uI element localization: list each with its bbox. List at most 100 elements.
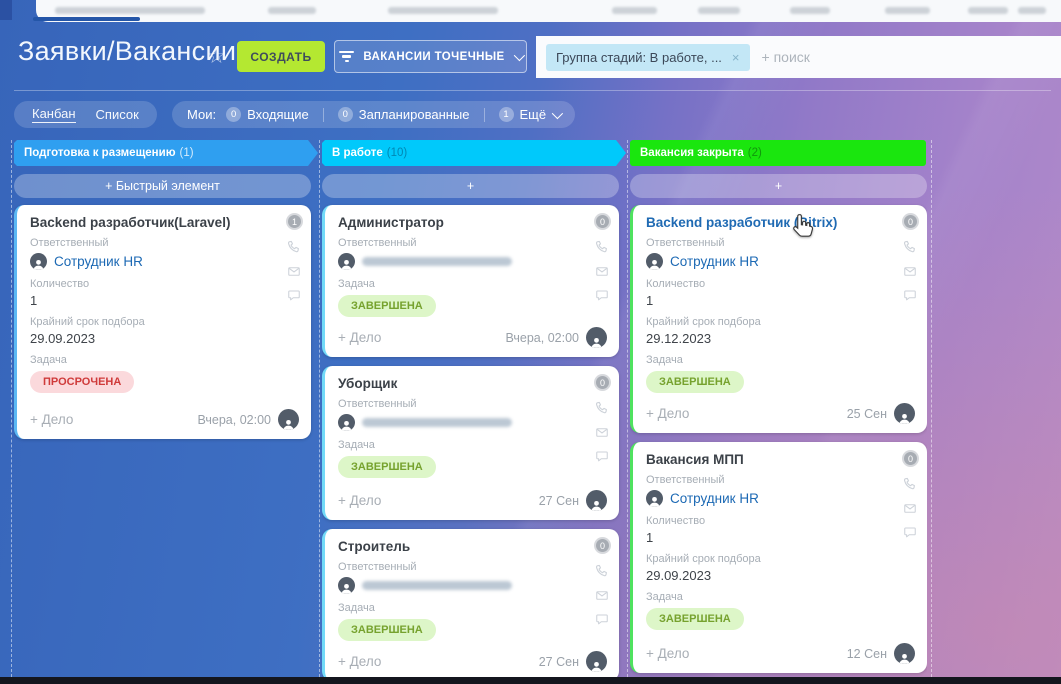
- footer-avatar[interactable]: [278, 409, 299, 430]
- card-action-icons: [594, 239, 610, 303]
- mail-icon[interactable]: [594, 588, 610, 603]
- counter-badge: 0: [337, 107, 353, 122]
- footer-right: 27 Сен: [539, 651, 607, 672]
- column-header[interactable]: Вакансия закрыта (2): [630, 140, 926, 166]
- field-label: Крайний срок подбора: [646, 316, 761, 329]
- phone-icon[interactable]: [286, 239, 302, 255]
- add-deal-link[interactable]: + Дело: [646, 646, 690, 661]
- responsible-row: Сотрудник HR: [30, 253, 299, 271]
- card[interactable]: Уборщик 0 Ответственный Задача ЗАВЕРШЕНА + Де…: [322, 366, 619, 520]
- search-filter-chip[interactable]: Группа стадий: В работе, ... ×: [546, 43, 750, 71]
- footer-right: 27 Сен: [539, 490, 607, 511]
- tab-kanban[interactable]: Канбан: [32, 106, 76, 123]
- add-deal-link[interactable]: + Дело: [646, 406, 690, 421]
- responsible-row: Сотрудник HR: [646, 253, 915, 271]
- responsible-link[interactable]: Сотрудник HR: [670, 491, 759, 507]
- top-menu-bar: [0, 0, 1061, 22]
- active-menu-underline: [33, 17, 140, 21]
- footer-avatar[interactable]: [586, 490, 607, 511]
- chat-icon[interactable]: [594, 612, 610, 627]
- column-header[interactable]: Подготовка к размещению (1): [14, 140, 318, 166]
- search-filter-chip-label: Группа стадий: В работе, ...: [556, 49, 722, 65]
- mail-icon[interactable]: [594, 264, 610, 279]
- responsible-link[interactable]: Сотрудник HR: [54, 254, 143, 270]
- quick-add-button[interactable]: +: [322, 174, 619, 198]
- card[interactable]: Вакансия МПП 0 Ответственный Сотрудник HR Ко…: [630, 442, 927, 673]
- footer-avatar[interactable]: [894, 403, 915, 424]
- footer-right: 12 Сен: [847, 643, 915, 664]
- phone-icon[interactable]: [594, 563, 610, 579]
- mail-icon[interactable]: [902, 264, 918, 279]
- avatar: [646, 490, 663, 508]
- responsible-link[interactable]: Сотрудник HR: [670, 254, 759, 270]
- footer-avatar[interactable]: [894, 643, 915, 664]
- my-counters: Мои: 0 Входящие 0 Запланированные 1 Ещё: [172, 101, 576, 128]
- activity-date: Вчера, 02:00: [505, 330, 579, 345]
- card-title[interactable]: Backend разработчик (Bitrix): [646, 215, 838, 230]
- counter-planned[interactable]: 0 Запланированные: [337, 107, 470, 122]
- add-deal-link[interactable]: + Дело: [338, 654, 382, 669]
- favorite-star-icon[interactable]: ☆: [207, 45, 226, 68]
- mail-icon[interactable]: [286, 264, 302, 279]
- card-title[interactable]: Вакансия МПП: [646, 452, 744, 467]
- footer-avatar[interactable]: [586, 651, 607, 672]
- card[interactable]: Строитель 0 Ответственный Задача ЗАВЕРШЕНА + …: [322, 529, 619, 677]
- phone-icon[interactable]: [902, 476, 918, 492]
- card-title[interactable]: Backend разработчик(Laravel): [30, 215, 231, 230]
- column-separator: [319, 140, 320, 677]
- menu-item-blurred: [268, 7, 316, 14]
- chat-icon[interactable]: [594, 288, 610, 303]
- task-status-badge: ЗАВЕРШЕНА: [646, 371, 744, 394]
- card-action-icons: [594, 563, 610, 627]
- chat-icon[interactable]: [902, 288, 918, 303]
- card[interactable]: Backend разработчик(Laravel) 1 Ответственн…: [14, 205, 311, 439]
- chat-icon[interactable]: [902, 525, 918, 540]
- menu-item-blurred: [968, 7, 1008, 14]
- search-placeholder: + поиск: [761, 49, 810, 65]
- quick-add-button[interactable]: + Быстрый элемент: [14, 174, 311, 198]
- add-deal-link[interactable]: + Дело: [30, 412, 74, 427]
- add-deal-link[interactable]: + Дело: [338, 330, 382, 345]
- field-value: 1: [646, 530, 654, 546]
- footer-avatar[interactable]: [586, 327, 607, 348]
- counter-incoming[interactable]: 0 Входящие: [226, 107, 309, 122]
- chip-close-icon[interactable]: ×: [731, 49, 740, 65]
- counter-more[interactable]: 1 Ещё: [498, 107, 564, 122]
- card-title[interactable]: Администратор: [338, 215, 444, 230]
- column-title: Подготовка к размещению: [24, 147, 176, 159]
- phone-icon[interactable]: [594, 239, 610, 255]
- add-deal-link[interactable]: + Дело: [338, 493, 382, 508]
- mail-icon[interactable]: [594, 425, 610, 440]
- card-action-icons: [286, 239, 302, 303]
- funnel-icon: [339, 50, 355, 63]
- column-header[interactable]: В работе (10): [322, 140, 626, 166]
- filter-preset-label: ВАКАНСИИ ТОЧЕЧНЫЕ: [363, 50, 505, 63]
- task-label: Задача: [338, 278, 375, 291]
- mail-icon[interactable]: [902, 501, 918, 516]
- footer-right: Вчера, 02:00: [505, 327, 607, 348]
- phone-icon[interactable]: [594, 400, 610, 416]
- card[interactable]: Backend разработчик (Bitrix) 0 Ответственн…: [630, 205, 927, 433]
- divider: [483, 107, 485, 122]
- phone-icon[interactable]: [902, 239, 918, 255]
- chat-icon[interactable]: [286, 288, 302, 303]
- filter-preset-button[interactable]: ВАКАНСИИ ТОЧЕЧНЫЕ: [334, 40, 527, 73]
- responsible-label: Ответственный: [30, 237, 109, 250]
- quick-add-button[interactable]: +: [630, 174, 927, 198]
- task-label: Задача: [338, 602, 375, 615]
- card-title[interactable]: Уборщик: [338, 376, 398, 391]
- search-input[interactable]: Группа стадий: В работе, ... × + поиск: [536, 36, 1061, 78]
- card-footer: + Дело 27 Сен: [338, 484, 607, 511]
- tab-list[interactable]: Список: [95, 107, 139, 122]
- create-button[interactable]: СОЗДАТЬ: [237, 41, 325, 72]
- card-action-icons: [594, 400, 610, 464]
- chevron-down-icon: [513, 49, 525, 61]
- chat-icon[interactable]: [594, 449, 610, 464]
- menu-item-blurred: [55, 7, 205, 14]
- card[interactable]: Администратор 0 Ответственный Задача ЗАВЕРШЕ…: [322, 205, 619, 357]
- header-divider: [14, 90, 1051, 91]
- card-title[interactable]: Строитель: [338, 539, 411, 554]
- counter-badge: 0: [226, 107, 242, 122]
- responsible-row: Сотрудник HR: [646, 490, 915, 508]
- menu-item-blurred: [885, 7, 930, 14]
